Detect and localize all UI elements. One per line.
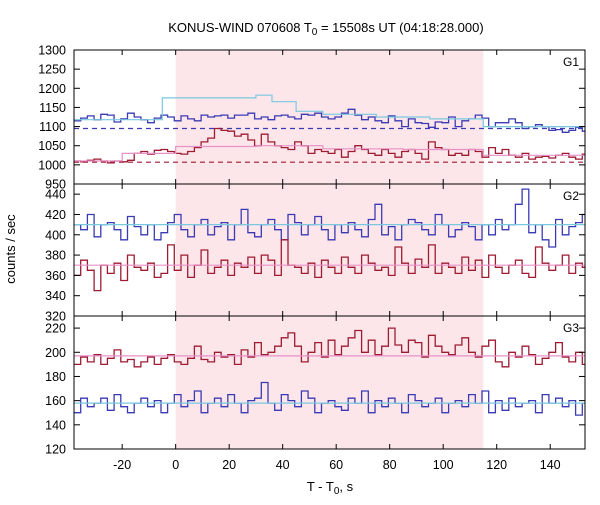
x-axis-title: T - T0, s [307,479,354,497]
y-tick-label: 400 [45,228,66,242]
y-tick-label: 320 [45,310,66,324]
panel-label: G2 [563,189,579,203]
x-tick-label: 80 [383,458,397,472]
y-tick-label: 380 [45,249,66,263]
y-tick-label: 360 [45,269,66,283]
series-blue-counts [74,381,585,416]
x-tick-label: 0 [172,458,179,472]
x-tick-label: 20 [222,458,236,472]
series-red-fit [74,145,585,162]
panels: 9501000105011001150120012501300G13203403… [38,44,586,472]
chart-title: KONUS-WIND 070608 T0 = 15508s UT (04:18:… [168,20,483,38]
y-tick-label: 220 [45,322,66,336]
panel-label: G1 [563,55,579,69]
y-tick-label: 340 [45,289,66,303]
panel-label: G3 [563,321,579,335]
plot-area [74,94,585,164]
y-tick-label: 1300 [38,44,66,58]
shaded-interval [175,184,484,316]
series-red-counts [74,327,585,368]
x-tick-label: 100 [433,458,454,472]
y-tick-label: 140 [45,418,66,432]
x-tick-label: 40 [276,458,290,472]
y-tick-label: 180 [45,370,66,384]
y-tick-label: 1000 [38,158,66,172]
x-tick-label: 140 [540,458,561,472]
y-tick-label: 1200 [38,82,66,96]
y-tick-label: 1100 [39,120,66,134]
panel-g2: 320 340 360 380 400 420 440 G2 [45,183,586,324]
y-tick-label: 440 [45,188,66,202]
series-blue-counts [74,188,585,248]
y-tick-label: 1150 [39,101,66,115]
x-tick-label: 60 [329,458,343,472]
series-red-counts [74,127,585,164]
plot-area [74,188,585,292]
x-tick-label: 120 [486,458,507,472]
shaded-interval [175,50,484,184]
y-tick-label: 1250 [38,63,66,77]
series-blue-fit [74,94,585,128]
y-tick-label: 1050 [38,139,66,153]
y-axis-title: counts / sec [3,214,18,284]
x-tick-label: -20 [113,458,131,472]
y-tick-label: 950 [45,178,66,192]
y-tick-label: 120 [45,443,66,457]
panel-g1: 950 1000 1050 1100 1150 1200 1250 1300 G1 [38,44,586,192]
panel-g3: 120 140 160 180 200 220 G3 -20 0 20 40 60 80 100 120 14… [45,315,586,472]
panel-frame [73,315,586,450]
y-tick-label: 160 [45,394,66,408]
shaded-interval [175,316,484,449]
y-tick-label: 420 [45,208,66,222]
plot-area [74,327,585,416]
y-tick-label: 200 [45,346,66,360]
